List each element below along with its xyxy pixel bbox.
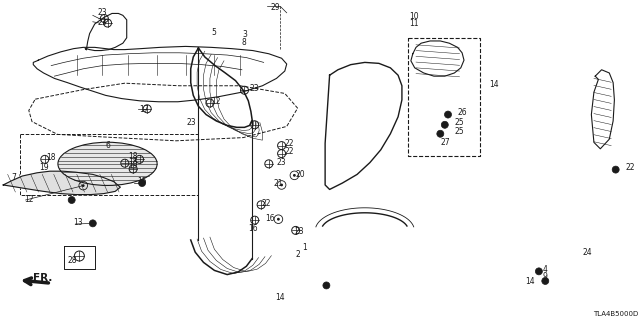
Text: 23: 23 [250,84,259,93]
Circle shape [536,268,542,275]
Text: 18: 18 [46,153,56,162]
Text: 23: 23 [97,18,107,27]
Text: 12: 12 [211,97,221,106]
Text: 14: 14 [525,277,534,286]
Text: 3: 3 [242,30,247,39]
Circle shape [90,220,96,227]
Text: 21: 21 [274,180,284,188]
Circle shape [68,196,75,204]
Text: 10: 10 [410,12,419,21]
Text: 29: 29 [270,3,280,12]
Text: 20: 20 [296,170,305,179]
Circle shape [280,184,283,186]
Ellipse shape [58,142,157,185]
Text: 8: 8 [242,38,246,47]
Text: 9: 9 [543,272,548,281]
Circle shape [139,180,145,187]
Text: 27: 27 [440,138,450,147]
Text: 17: 17 [140,105,149,114]
Text: TLA4B5000D: TLA4B5000D [593,311,639,317]
Circle shape [442,121,448,128]
Text: 25: 25 [454,127,464,136]
Text: 1: 1 [302,243,307,252]
Text: 24: 24 [582,248,592,257]
Circle shape [612,166,619,173]
Text: 2: 2 [296,250,300,259]
Circle shape [82,184,84,187]
Text: 18: 18 [128,152,138,161]
Polygon shape [3,171,120,195]
Text: 4: 4 [543,265,548,274]
Text: 6: 6 [106,141,111,150]
Text: 23: 23 [97,8,107,17]
Text: 23: 23 [276,158,286,167]
Text: 5: 5 [211,28,216,37]
Text: 13: 13 [74,218,83,227]
Circle shape [293,174,296,177]
Text: 12: 12 [24,195,34,204]
Text: 22: 22 [285,140,294,148]
Circle shape [542,277,548,284]
Text: 22: 22 [285,148,294,156]
Text: 7: 7 [12,173,17,182]
Text: 14: 14 [490,80,499,89]
Text: 19: 19 [128,161,138,170]
Text: 18: 18 [128,157,138,166]
Text: 16: 16 [248,224,258,233]
Text: 15: 15 [138,177,147,186]
Text: 14: 14 [275,293,285,302]
Circle shape [323,282,330,289]
Text: 22: 22 [626,164,636,172]
Circle shape [437,130,444,137]
Text: 26: 26 [458,108,467,117]
Text: 23: 23 [187,118,196,127]
Text: 11: 11 [410,20,419,28]
Circle shape [445,111,451,118]
Text: FR.: FR. [33,273,52,284]
Text: 25: 25 [454,118,464,127]
Text: 28: 28 [67,256,77,265]
Circle shape [277,218,280,220]
Text: 16: 16 [266,214,275,223]
Text: 22: 22 [261,199,271,208]
Text: 19: 19 [40,163,49,172]
Text: 23: 23 [294,227,304,236]
